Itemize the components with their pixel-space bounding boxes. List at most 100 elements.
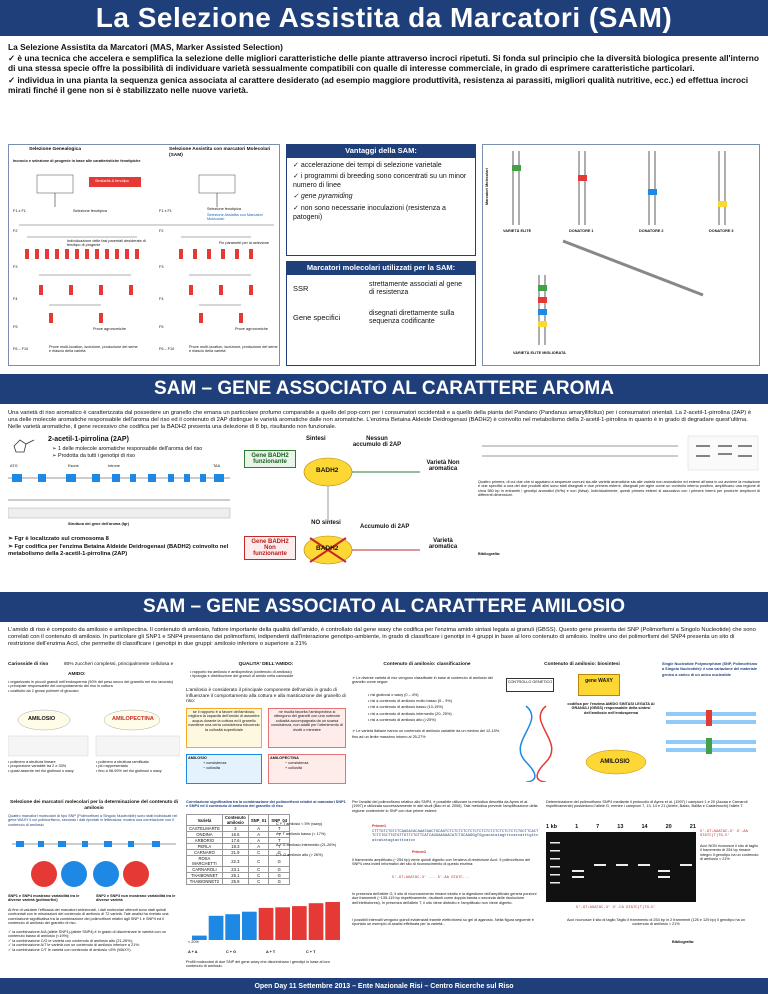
page-title: La Selezione Assistita da Marcatori (SAM… bbox=[95, 2, 673, 33]
primer-svg bbox=[482, 435, 759, 471]
bios-title: Contenuto di amilosio: biosintesi bbox=[544, 662, 620, 667]
f1-label-2: F1 x F1 bbox=[159, 209, 172, 213]
marcatori-title: Marcatori molecolari utilizzati per la S… bbox=[287, 262, 475, 275]
f6-label-2: F6 – F10 bbox=[159, 347, 175, 351]
atg-label: ATG bbox=[10, 464, 18, 468]
marcatori-row-ssr: SSR strettamente associati al gene di re… bbox=[287, 275, 475, 304]
corr-table-body: Varietà Contenuto amilosio SNP_01 SNP_04 CAS… bbox=[186, 814, 291, 885]
table-cell: ROSA MARCHETTI bbox=[186, 855, 223, 867]
var-non-label: Varietà Non aromatica bbox=[426, 460, 460, 472]
bars-note: Profili molecolari di due SNP del gene w… bbox=[186, 960, 330, 969]
primer2: Primer2 bbox=[412, 850, 427, 854]
corr-header-cell: Varietà bbox=[186, 814, 223, 826]
snp-note-1: SNP1 e SNP4 mostrano variabilità tra le … bbox=[8, 894, 80, 903]
f2-label-2: F2 bbox=[159, 229, 164, 233]
gel-lane-2: 1 bbox=[575, 824, 579, 830]
gel-lane-5: 14 bbox=[641, 824, 648, 830]
agr-label: Prove agronomiche bbox=[93, 327, 126, 331]
bars-bottom-3: A + T bbox=[266, 950, 276, 954]
corr-bar bbox=[192, 935, 207, 940]
badh2-top: BADH2 bbox=[316, 467, 339, 474]
sel-text: Quattro marcatori molecolari di tipo SNP… bbox=[8, 814, 178, 827]
qualita-box-1: se il rapporto è a favore dell'amilosio,… bbox=[186, 708, 262, 748]
corr-bar bbox=[292, 906, 307, 940]
sel-panel: Selezione dei marcatori molecolari per l… bbox=[8, 800, 180, 972]
starch-svg bbox=[8, 709, 180, 757]
gene-waxy-box: gene WAXY bbox=[578, 674, 620, 696]
amilosio-props: • polimero a struttura lineare • proporz… bbox=[8, 760, 92, 773]
qualita-item-2-text: tipologia e distribuzione dei granuli di… bbox=[192, 674, 294, 679]
qualita-text: L'amilosio è considerato il principale c… bbox=[186, 688, 346, 705]
gel-lane-4: 13 bbox=[617, 824, 624, 830]
pyramid-label-4: DONATORE 3 bbox=[709, 229, 734, 233]
molecule-b1-text: 1 delle molecole aromatiche responsabile… bbox=[58, 446, 203, 452]
amilosio-title: AMILOSIO bbox=[28, 716, 56, 722]
amilosio-prop-2-text: proporzione variabile tra 2 e 33% bbox=[10, 764, 67, 769]
pyramiding-diagram: Marcatori Molecolari VARIETÀ ELITE DONAT… bbox=[482, 144, 760, 366]
amilosio-effect-2-text: collosità bbox=[206, 765, 220, 770]
section-aroma-header: SAM – GENE ASSOCIATO AL CARATTERE AROMA bbox=[0, 374, 768, 404]
aroma-flow: Sintesi Nessun accumulo di 2AP Gene BADH… bbox=[240, 432, 470, 584]
amilopectina-effect-2: + collosità bbox=[285, 765, 302, 770]
f4-label: F4 bbox=[13, 297, 18, 301]
amido-label: AMIDO: bbox=[68, 672, 86, 677]
footer: Open Day 11 Settembre 2013 – Ente Nazion… bbox=[0, 978, 768, 994]
amilopectina-effect-box: AMILOPECTINA − consistenza + collosità bbox=[268, 754, 346, 784]
amilopectina-effect-1: − consistenza bbox=[285, 761, 309, 766]
class-item-1: • risi glutinosi o waxy (0 – 4%) bbox=[368, 693, 419, 697]
amilosio-effect-title: AMILOSIO bbox=[188, 756, 207, 760]
table-cell: C bbox=[247, 855, 270, 867]
gel-lane-3: 7 bbox=[596, 824, 600, 830]
sel-fen-label-2: Selezione fenotipica bbox=[207, 207, 241, 211]
qualita-title: QUALITA' DELL'AMIDO: bbox=[238, 662, 294, 667]
corr-legend-4: C + G amilosio alto (> 26%) bbox=[276, 853, 323, 858]
molecule-b2: ➢ Prodotta da tutti i genotipi di riso bbox=[52, 453, 136, 459]
title-bar: La Selezione Assistita da Marcatori (SAM… bbox=[0, 0, 768, 36]
pcr-panel: Per l'analisi del polimorfismo relativo … bbox=[352, 800, 540, 972]
aroma-flow-svg bbox=[303, 457, 420, 565]
class-item-5-text: risi a contenuto di amilosio alto (>25%) bbox=[370, 717, 436, 722]
bars-bottom-2: C + G bbox=[226, 950, 237, 954]
marcatori-box: Marcatori molecolari utilizzati per la S… bbox=[286, 261, 476, 366]
corr-legend-3: A + G amilosio intermedio (21-26%) bbox=[276, 842, 337, 847]
gel-lane-6: 20 bbox=[665, 824, 672, 830]
pyramid-svg bbox=[512, 151, 727, 345]
vantaggi-title: Vantaggi della SAM: bbox=[287, 145, 475, 158]
corr-header-cell: SNP_04 bbox=[268, 814, 291, 826]
amido-item-3-text: costituito da 2 grossi polimeri di gluco… bbox=[10, 688, 80, 693]
class-item-2-text: risi a contenuto di amilosio molto basso… bbox=[370, 699, 453, 704]
amilopectina-prop-2-text: più rappresentato bbox=[98, 764, 128, 769]
amilopectina-prop-3: • fino a 98-99% nei risi glutinosi o wax… bbox=[96, 768, 162, 773]
table-cell: G bbox=[268, 878, 291, 885]
table-row: THAIBONNET2 25.9 C G bbox=[186, 878, 291, 885]
digest-text-2: I possibili intervalli vengono quindi ev… bbox=[352, 918, 534, 927]
amilopectina-prop-1-text: polimero a struttura ramificata bbox=[98, 760, 149, 764]
intro-heading: La Selezione Assistita da Marcatori (MAS… bbox=[8, 42, 283, 52]
corr-header-row: Varietà Contenuto amilosio SNP_01 SNP_04 bbox=[186, 814, 291, 826]
table-cell: THAIBONNET bbox=[186, 872, 223, 879]
marcatori-row-gene: Gene specifici disegnati direttamente su… bbox=[287, 304, 475, 333]
class-item-5: • risi a contenuto di amilosio alto (>25… bbox=[368, 717, 436, 722]
aroma-left: 2-acetil-1-pirrolina (2AP) ➢ 1 delle mol… bbox=[8, 432, 238, 584]
sel-title: Selezione dei marcatori molecolari per l… bbox=[10, 800, 178, 811]
final-label: Prove multi-location, iscrizione, produz… bbox=[49, 345, 138, 354]
amido-item-1: • organizzato in piccoli granuli nell'en… bbox=[8, 680, 173, 684]
qualita-item-2: • tipologia e distribuzione dei granuli … bbox=[190, 674, 294, 679]
fin-label: Fin parametri per la selezione bbox=[219, 241, 270, 245]
cariosside-label: Cariosside di riso bbox=[8, 662, 49, 667]
snp-note-2: SNP2 e SNP3 non mostrano variabilità tra… bbox=[96, 894, 176, 903]
snp-panel: Single Nucleotide Polymorphism (SNP, Pol… bbox=[662, 662, 760, 792]
class-item-2: • risi a contenuto di amilosio molto bas… bbox=[368, 699, 453, 704]
class-item-4: • risi a contenuto di amilosio intermedi… bbox=[368, 711, 452, 716]
aroma-right: Quattro primers, di cui due che si appai… bbox=[478, 432, 760, 584]
gene-structure-svg bbox=[8, 474, 231, 519]
corr-title: Correlazione significativa tra la combin… bbox=[186, 800, 346, 809]
amilosio-bios-label: AMILOSIO bbox=[600, 759, 630, 765]
qualita-item-1: • rapporto tra amilosio e amilopectina (… bbox=[190, 670, 292, 674]
corr-bar bbox=[275, 907, 290, 940]
amilosio-prop-1-text: polimero a struttura lineare bbox=[10, 760, 56, 764]
accum-label: Accumulo di 2AP bbox=[360, 524, 410, 530]
esone-label: Esone bbox=[68, 464, 79, 468]
vantaggi-box: Vantaggi della SAM: ✓ accelerazione dei … bbox=[286, 144, 476, 256]
f1-label: F1 x F1 bbox=[13, 209, 26, 213]
